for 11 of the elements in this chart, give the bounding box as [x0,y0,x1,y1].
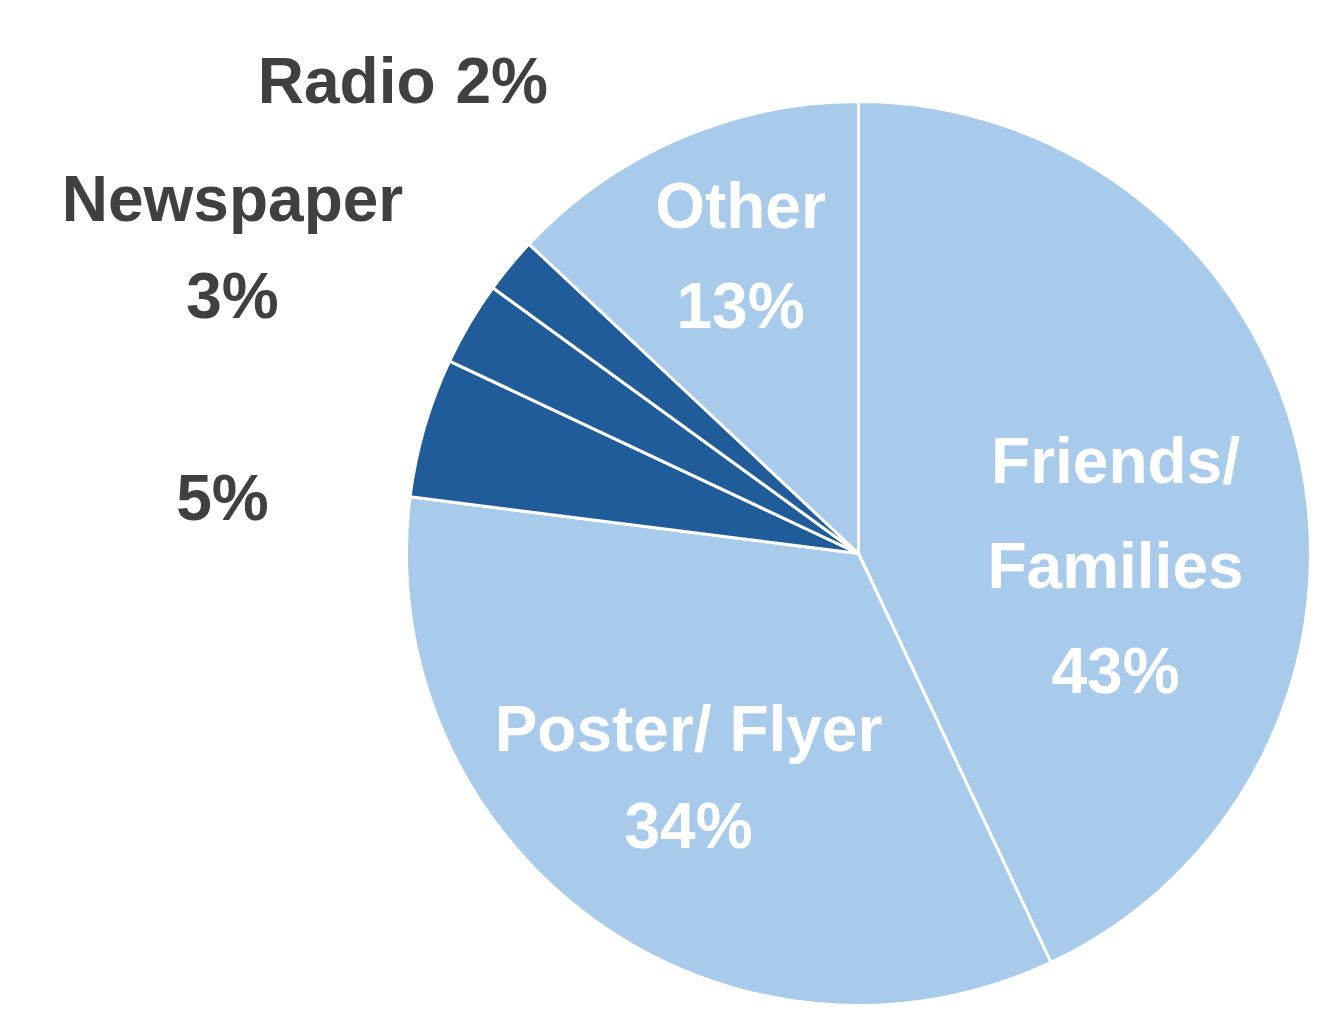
slice-label: Friends/ Families [987,424,1244,602]
slice-label: Other [655,169,826,242]
slice-label: Poster/ Flyer [494,692,883,765]
data-label: 43% [1051,634,1180,707]
slice-label: Radio [257,44,436,117]
data-label: 2% [455,44,548,117]
data-label: 3% [186,259,279,332]
slice-label: Newspaper [61,162,404,235]
data-label: 5% [176,461,269,534]
data-label: 34% [624,789,753,862]
data-label: 13% [676,269,805,342]
